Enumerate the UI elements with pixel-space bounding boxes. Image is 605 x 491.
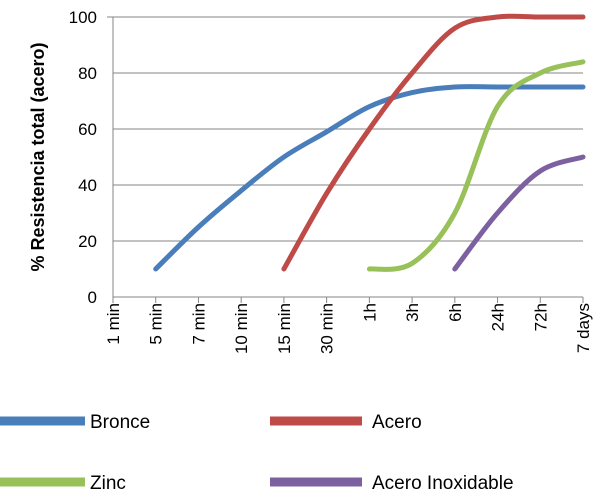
x-tick-label: 1 min (104, 303, 123, 345)
y-tick-label: 60 (78, 120, 97, 139)
legend-label: Bronce (90, 412, 150, 433)
y-tick-label: 20 (78, 232, 97, 251)
x-tick-labels: 1 min 5 min 7 min 10 min 15 min 30 min 1h 3h 6h 2… (104, 303, 593, 354)
y-tick-label: 100 (69, 8, 97, 27)
x-tick-label: 1h (360, 303, 379, 322)
series-line-zinc (366, 59, 586, 272)
series-line-acero-inoxidable (452, 154, 586, 272)
x-tick-label: 5 min (147, 303, 166, 345)
gridlines (113, 16, 583, 242)
x-tick-label: 7 min (189, 303, 208, 345)
x-tick-label: 3h (403, 303, 422, 322)
series-lines (153, 13, 586, 272)
y-tick-label: 80 (78, 64, 97, 83)
x-tick-label: 6h (446, 303, 465, 322)
legend: Bronce Acero Zinc Acero Inoxidable (0, 412, 514, 491)
x-tick-label: 24h (489, 303, 508, 331)
legend-label: Acero Inoxidable (372, 473, 514, 491)
x-tick-label: 30 min (318, 303, 337, 354)
y-tick-label: 40 (78, 176, 97, 195)
y-axis-title: % Resistencia total (acero) (28, 42, 48, 271)
y-tick-label: 0 (88, 288, 97, 307)
x-tick-label: 15 min (275, 303, 294, 354)
x-tick-label: 10 min (232, 303, 251, 354)
series-line-acero (281, 13, 586, 272)
legend-label: Acero (372, 412, 422, 433)
series-line-bronce (153, 84, 586, 272)
axes (107, 16, 584, 303)
x-tick-label: 7 days (574, 303, 593, 353)
x-tick-label: 72h (531, 303, 550, 331)
legend-label: Zinc (90, 473, 126, 491)
y-tick-labels: 0 20 40 60 80 100 (69, 8, 97, 307)
